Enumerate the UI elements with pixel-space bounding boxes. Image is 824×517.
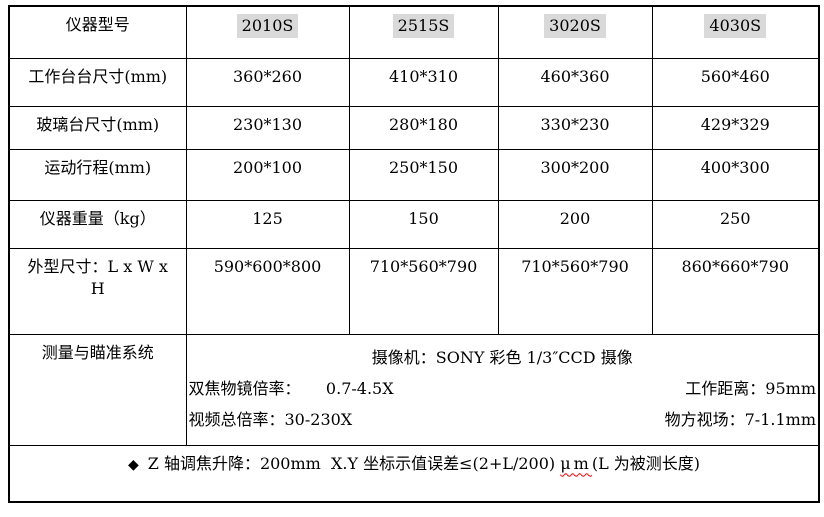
value-cell: 460*360 bbox=[497, 57, 653, 107]
model-header-cell: 2515S bbox=[348, 5, 499, 59]
document-page: 仪器型号 2010S 2515S 3020S 4030S 工作台台尺寸(mm) … bbox=[8, 5, 820, 503]
value-cell: 400*300 bbox=[651, 148, 820, 201]
value-cell: 250*150 bbox=[348, 148, 499, 201]
value-cell: 150 bbox=[348, 199, 499, 249]
table-row-measurement: 测量与瞄准系统 摄像机：SONY 彩色 1/3″CCD 摄像 双焦物镜倍率： 0… bbox=[8, 333, 820, 446]
value-cell: 860*660*790 bbox=[651, 247, 820, 335]
working-distance: 工作距离：95mm bbox=[685, 378, 816, 398]
value-cell: 125 bbox=[185, 199, 350, 249]
table-row: 运动行程(mm) 200*100 250*150 300*200 400*300 bbox=[8, 148, 820, 201]
model-header-cell: 3020S bbox=[497, 5, 653, 59]
value-cell: 330*230 bbox=[497, 105, 653, 150]
model-badge: 2010S bbox=[236, 14, 299, 38]
micron-unit-spellcheck: μm bbox=[560, 453, 592, 473]
header-label-cell: 仪器型号 bbox=[8, 5, 187, 59]
value-cell: 250 bbox=[651, 199, 820, 249]
model-badge: 3020S bbox=[544, 14, 606, 38]
value-cell: 560*460 bbox=[651, 57, 820, 107]
measurement-system-label-cell: 测量与瞄准系统 bbox=[8, 333, 187, 446]
row-label-cell: 运动行程(mm) bbox=[8, 148, 187, 201]
row-label-cell: 玻璃台尺寸(mm) bbox=[8, 105, 187, 150]
footer-note-suffix: (L 为被测长度) bbox=[591, 453, 701, 473]
table-row-header: 仪器型号 2010S 2515S 3020S 4030S bbox=[8, 5, 820, 59]
value-cell: 410*310 bbox=[348, 57, 499, 107]
table-row-footer: ◆ Z 轴调焦升降：200mm X.Y 坐标示值误差≤(2+L/200) μm(L… bbox=[8, 444, 820, 503]
table-row: 仪器重量（kg） 125 150 200 250 bbox=[8, 199, 820, 249]
video-magnification: 视频总倍率：30-230X bbox=[188, 409, 353, 429]
table-row: 外型尺寸：L x W x H 590*600*800 710*560*790 7… bbox=[8, 247, 820, 335]
value-cell: 300*200 bbox=[497, 148, 653, 201]
value-cell: 360*260 bbox=[185, 57, 350, 107]
footer-note-text: Z 轴调焦升降：200mm X.Y 坐标示值误差≤(2+L/200) bbox=[147, 453, 561, 473]
objective-spec-line: 双焦物镜倍率： 0.7-4.5X 工作距离：95mm bbox=[189, 373, 817, 404]
row-label-cell: 工作台台尺寸(mm) bbox=[8, 57, 187, 107]
spec-table: 仪器型号 2010S 2515S 3020S 4030S 工作台台尺寸(mm) … bbox=[8, 5, 820, 503]
table-row: 工作台台尺寸(mm) 360*260 410*310 460*360 560*4… bbox=[8, 57, 820, 107]
video-spec-line: 视频总倍率：30-230X 物方视场：7-1.1mm bbox=[189, 404, 817, 435]
footer-note-cell: ◆ Z 轴调焦升降：200mm X.Y 坐标示值误差≤(2+L/200) μm(L… bbox=[8, 444, 820, 503]
value-cell: 710*560*790 bbox=[497, 247, 653, 335]
model-badge: 4030S bbox=[704, 14, 767, 38]
field-of-view: 物方视场：7-1.1mm bbox=[664, 409, 816, 429]
table-row: 玻璃台尺寸(mm) 230*130 280*180 330*230 429*32… bbox=[8, 105, 820, 150]
model-header-cell: 4030S bbox=[651, 5, 820, 59]
diamond-bullet-icon: ◆ bbox=[127, 456, 139, 473]
value-cell: 590*600*800 bbox=[185, 247, 350, 335]
camera-spec-line: 摄像机：SONY 彩色 1/3″CCD 摄像 bbox=[371, 347, 633, 367]
value-cell: 230*130 bbox=[185, 105, 350, 150]
model-badge: 2515S bbox=[392, 14, 455, 38]
row-label-cell: 仪器重量（kg） bbox=[8, 199, 187, 249]
model-header-cell: 2010S bbox=[185, 5, 350, 59]
value-cell: 200*100 bbox=[185, 148, 350, 201]
value-cell: 710*560*790 bbox=[348, 247, 499, 335]
value-cell: 280*180 bbox=[348, 105, 499, 150]
row-label-cell: 外型尺寸：L x W x H bbox=[8, 247, 187, 335]
value-cell: 200 bbox=[497, 199, 653, 249]
objective-magnification: 双焦物镜倍率： 0.7-4.5X bbox=[188, 378, 394, 398]
value-cell: 429*329 bbox=[651, 105, 820, 150]
measurement-system-content-cell: 摄像机：SONY 彩色 1/3″CCD 摄像 双焦物镜倍率： 0.7-4.5X … bbox=[185, 333, 820, 446]
